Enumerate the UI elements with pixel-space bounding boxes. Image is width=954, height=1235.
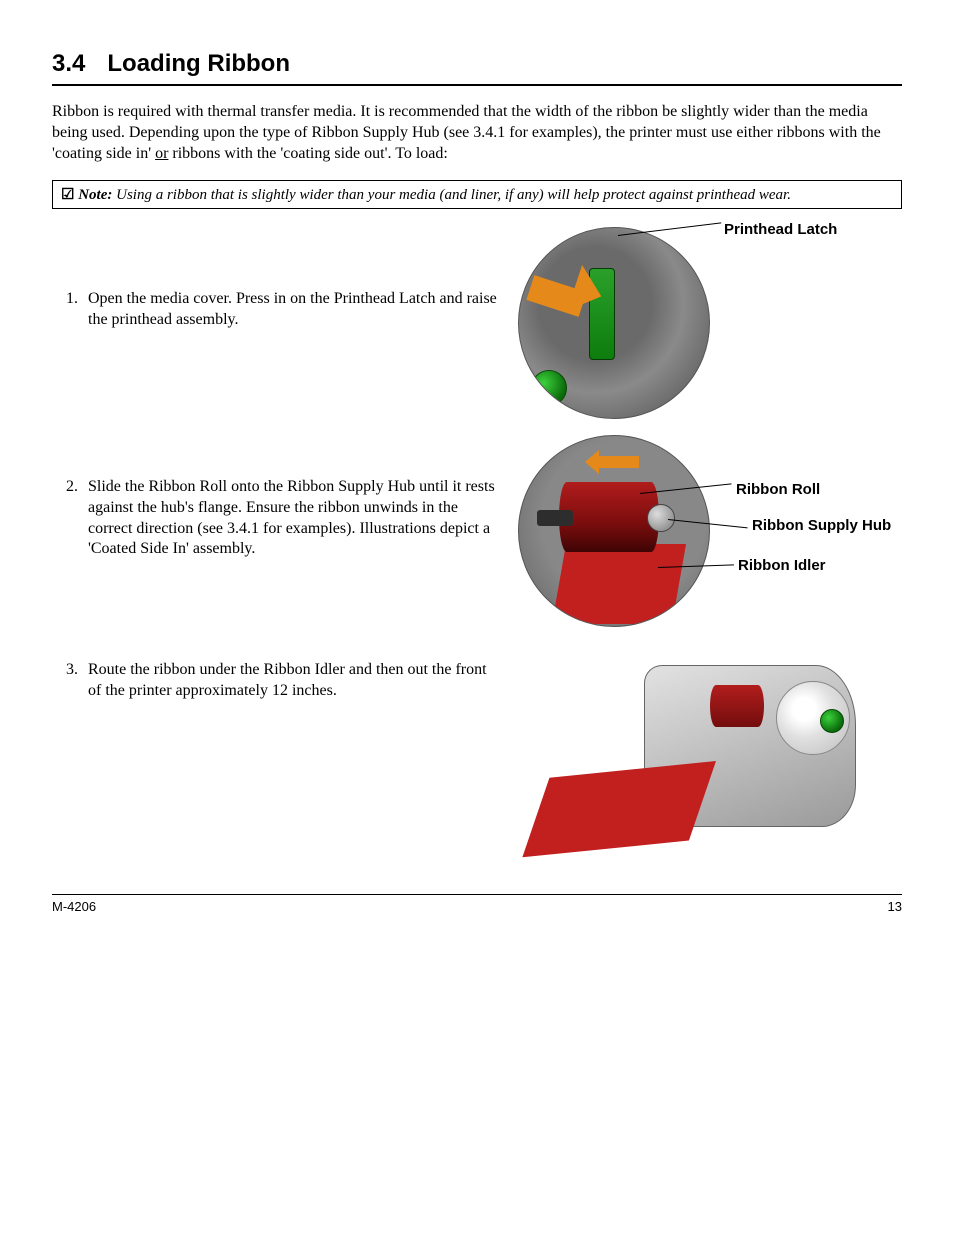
footer-page-number: 13: [888, 899, 902, 914]
content-row: Open the media cover. Press in on the Pr…: [52, 227, 902, 871]
steps-column: Open the media cover. Press in on the Pr…: [52, 227, 500, 701]
note-text: Using a ribbon that is slightly wider th…: [112, 187, 791, 203]
section-title: Loading Ribbon: [107, 50, 290, 78]
ribbon-roll-small-shape: [710, 685, 764, 727]
figure-3-wrap: [516, 651, 902, 871]
ribbon-shaft-shape: [537, 510, 573, 526]
heading-rule: [52, 84, 902, 86]
ribbon-out-shape: [522, 761, 716, 857]
figure-2-ribbon-hub: [518, 435, 710, 627]
step-1: Open the media cover. Press in on the Pr…: [82, 289, 500, 331]
callout-ribbon-supply-hub: Ribbon Supply Hub: [752, 517, 891, 534]
step-2: Slide the Ribbon Roll onto the Ribbon Su…: [82, 477, 500, 560]
intro-text-b: ribbons with the 'coating side out'. To …: [168, 145, 447, 162]
section-number: 3.4: [52, 50, 85, 78]
figure-2-wrap: Ribbon Roll Ribbon Supply Hub Ribbon Idl…: [516, 435, 902, 651]
page-footer: M-4206 13: [52, 894, 902, 914]
ribbon-sheet-shape: [552, 544, 686, 624]
callout-ribbon-idler: Ribbon Idler: [738, 557, 826, 574]
figure-3-printer: [556, 651, 856, 861]
note-label: Note:: [78, 187, 112, 203]
footer-row: M-4206 13: [52, 899, 902, 914]
step-3: Route the ribbon under the Ribbon Idler …: [82, 660, 500, 702]
note-check-icon: ☑: [61, 186, 74, 203]
footer-model: M-4206: [52, 899, 96, 914]
small-orange-arrow-icon: [599, 456, 639, 468]
callout-printhead-latch: Printhead Latch: [724, 221, 837, 238]
note-box: ☑ Note: Using a ribbon that is slightly …: [52, 180, 902, 209]
section-heading: 3.4 Loading Ribbon: [52, 50, 902, 78]
intro-underline-or: or: [155, 145, 168, 162]
figures-column: Printhead Latch Ribbon Roll Ribbon Suppl…: [516, 227, 902, 871]
intro-paragraph: Ribbon is required with thermal transfer…: [52, 102, 902, 164]
steps-list: Open the media cover. Press in on the Pr…: [52, 289, 500, 701]
page: 3.4 Loading Ribbon Ribbon is required wi…: [0, 0, 954, 1235]
figure-1-wrap: Printhead Latch: [516, 227, 902, 435]
footer-rule: [52, 894, 902, 895]
callout-ribbon-roll: Ribbon Roll: [736, 481, 820, 498]
figure-1-printhead-latch: [518, 227, 710, 419]
green-knob-icon: [531, 370, 567, 406]
